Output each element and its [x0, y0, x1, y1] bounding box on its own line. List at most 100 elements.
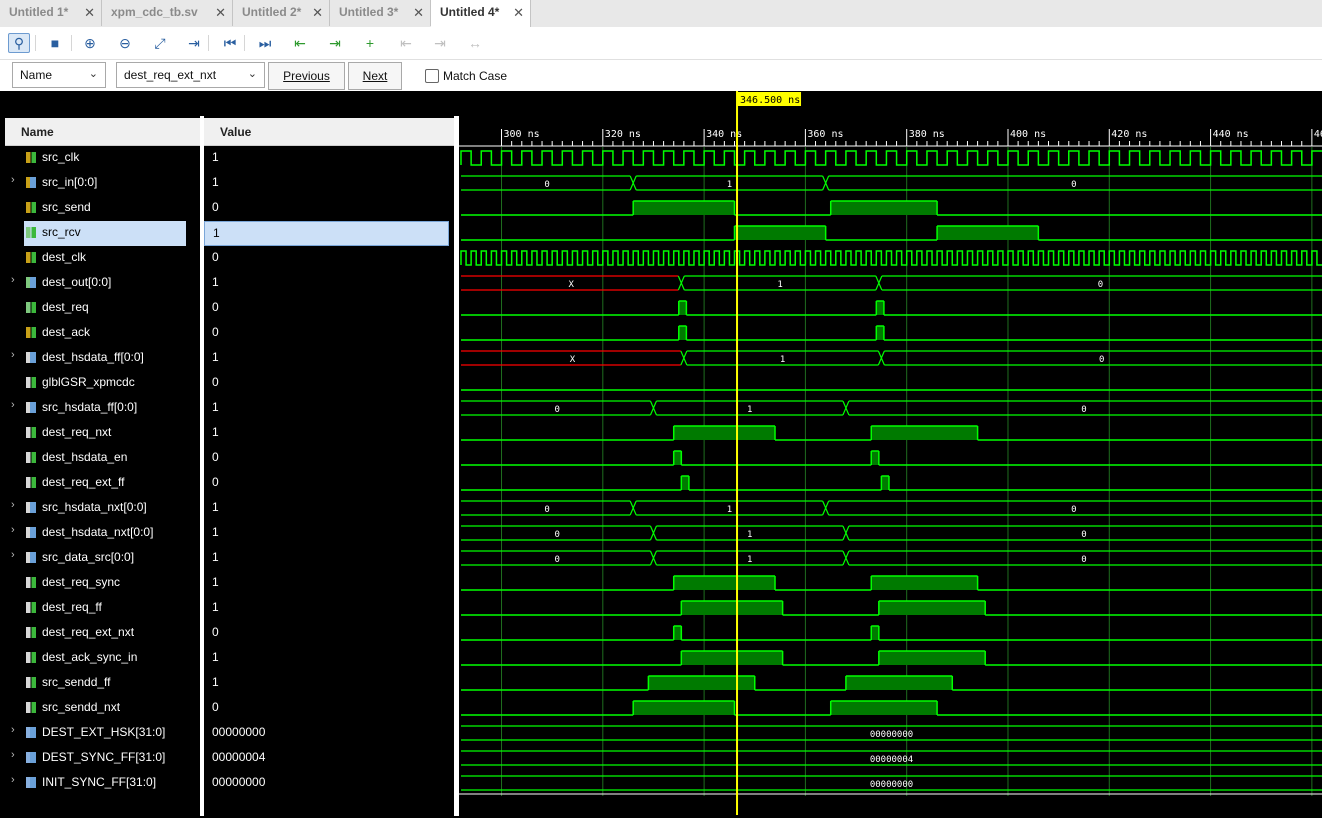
signal-value-cell[interactable]: 1: [204, 546, 454, 571]
expand-chevron-icon[interactable]: ›: [11, 499, 15, 511]
zoom-in-icon[interactable]: ⊕: [84, 35, 96, 51]
go-to-time-zero-icon[interactable]: ⏮: [223, 35, 237, 51]
waveform-panel[interactable]: 300 ns 320 ns 340 ns 360 ns 380 ns 400 ns 420 …: [459, 91, 1322, 815]
save-icon[interactable]: ■: [50, 35, 60, 51]
signal-name-row[interactable]: src_rcv: [0, 221, 200, 246]
expand-chevron-icon[interactable]: ›: [11, 274, 15, 286]
signal-name-row[interactable]: › DEST_EXT_HSK[31:0]: [0, 721, 200, 746]
close-icon[interactable]: ✕: [84, 5, 95, 20]
signal-value-cell[interactable]: 1: [204, 271, 454, 296]
signal-value-cell[interactable]: 1: [204, 346, 454, 371]
expand-chevron-icon[interactable]: ›: [11, 349, 15, 361]
signal-value-cell[interactable]: 0: [204, 196, 454, 221]
signal-name-row[interactable]: dest_req_nxt: [0, 421, 200, 446]
signal-value-cell[interactable]: 00000000: [204, 771, 454, 796]
previous-button[interactable]: Previous: [268, 62, 345, 90]
expand-chevron-icon[interactable]: ›: [11, 774, 15, 786]
tab-4[interactable]: Untitled 3* ✕: [330, 0, 431, 26]
signal-name-row[interactable]: › src_hsdata_ff[0:0]: [0, 396, 200, 421]
go-to-cursor-icon[interactable]: ⇥: [188, 35, 200, 51]
signal-value-cell[interactable]: 1: [204, 671, 454, 696]
signal-value-cell[interactable]: 0: [204, 321, 454, 346]
name-column-header[interactable]: Name: [5, 118, 200, 146]
expand-chevron-icon[interactable]: ›: [11, 549, 15, 561]
signal-value-cell[interactable]: 1: [204, 221, 449, 246]
next-transition-icon[interactable]: ⇥: [329, 35, 341, 51]
signal-name-row[interactable]: dest_ack: [0, 321, 200, 346]
signal-name-row[interactable]: › src_in[0:0]: [0, 171, 200, 196]
expand-chevron-icon[interactable]: ›: [11, 174, 15, 186]
signal-name-row[interactable]: › dest_hsdata_nxt[0:0]: [0, 521, 200, 546]
signal-name-row[interactable]: src_sendd_ff: [0, 671, 200, 696]
expand-chevron-icon[interactable]: ›: [11, 524, 15, 536]
signal-name-row[interactable]: dest_req_ff: [0, 596, 200, 621]
bus-segment: [848, 550, 1322, 566]
close-icon[interactable]: ✕: [312, 5, 323, 20]
panel-splitter[interactable]: [454, 116, 459, 816]
zoom-fit-icon[interactable]: ⤢: [154, 35, 166, 51]
match-case-checkbox[interactable]: Match Case: [425, 68, 507, 83]
signal-name-row[interactable]: src_send: [0, 196, 200, 221]
signal-value-cell[interactable]: 0: [204, 371, 454, 396]
signal-name-row[interactable]: › src_data_src[0:0]: [0, 546, 200, 571]
tab-5[interactable]: Untitled 4* ✕: [431, 0, 531, 27]
signal-name-row[interactable]: dest_hsdata_en: [0, 446, 200, 471]
search-by-select[interactable]: Name ⌄: [12, 62, 106, 88]
signal-value-cell[interactable]: 1: [204, 421, 454, 446]
close-icon[interactable]: ✕: [215, 5, 226, 20]
next-button[interactable]: Next: [348, 62, 402, 90]
signal-name-row[interactable]: dest_ack_sync_in: [0, 646, 200, 671]
signal-value-cell[interactable]: 1: [204, 571, 454, 596]
signal-name-row[interactable]: src_sendd_nxt: [0, 696, 200, 721]
signal-name-row[interactable]: dest_clk: [0, 246, 200, 271]
signal-name-row[interactable]: dest_req: [0, 296, 200, 321]
signal-name-row[interactable]: › DEST_SYNC_FF[31:0]: [0, 746, 200, 771]
signal-value-cell[interactable]: 1: [204, 521, 454, 546]
previous-marker-icon[interactable]: ⇤: [400, 35, 412, 51]
tab-1[interactable]: Untitled 1* ✕: [0, 0, 102, 26]
signal-name-row[interactable]: src_clk: [0, 146, 200, 171]
waveform-canvas[interactable]: 300 ns 320 ns 340 ns 360 ns 380 ns 400 ns 420 …: [459, 91, 1322, 815]
signal-value-cell[interactable]: 1: [204, 171, 454, 196]
signal-name-row[interactable]: › INIT_SYNC_FF[31:0]: [0, 771, 200, 796]
signal-value-cell[interactable]: 0: [204, 246, 454, 271]
previous-transition-icon[interactable]: ⇤: [294, 35, 306, 51]
tab-2[interactable]: xpm_cdc_tb.sv ✕: [102, 0, 233, 26]
signal-name-row[interactable]: dest_req_ext_ff: [0, 471, 200, 496]
signal-value-cell[interactable]: 0: [204, 296, 454, 321]
signal-name-row[interactable]: dest_req_ext_nxt: [0, 621, 200, 646]
close-icon[interactable]: ✕: [413, 5, 424, 20]
column-divider[interactable]: [200, 116, 204, 816]
add-marker-icon[interactable]: +: [365, 35, 375, 51]
signal-value-cell[interactable]: 1: [204, 496, 454, 521]
next-marker-icon[interactable]: ⇥: [434, 35, 446, 51]
zoom-out-icon[interactable]: ⊖: [119, 35, 131, 51]
signal-value-cell[interactable]: 00000000: [204, 721, 454, 746]
signal-value-cell[interactable]: 00000004: [204, 746, 454, 771]
close-icon[interactable]: ✕: [513, 5, 524, 20]
signal-value-cell[interactable]: 1: [204, 396, 454, 421]
signal-value-cell[interactable]: 0: [204, 446, 454, 471]
tab-3[interactable]: Untitled 2* ✕: [233, 0, 330, 26]
signal-name-row[interactable]: › dest_hsdata_ff[0:0]: [0, 346, 200, 371]
expand-chevron-icon[interactable]: ›: [11, 399, 15, 411]
signal-name-row[interactable]: glblGSR_xpmcdc: [0, 371, 200, 396]
signal-name-row[interactable]: › src_hsdata_nxt[0:0]: [0, 496, 200, 521]
expand-chevron-icon[interactable]: ›: [11, 749, 15, 761]
signal-value-cell[interactable]: 1: [204, 146, 454, 171]
search-icon[interactable]: ⚲: [8, 33, 30, 53]
signal-value-cell[interactable]: 0: [204, 696, 454, 721]
expand-chevron-icon[interactable]: ›: [11, 724, 15, 736]
signal-name-row[interactable]: › dest_out[0:0]: [0, 271, 200, 296]
swap-cursors-icon[interactable]: ↔: [468, 35, 482, 51]
signal-value-cell[interactable]: 0: [204, 621, 454, 646]
signal-value-cell[interactable]: 1: [204, 646, 454, 671]
go-to-last-time-icon[interactable]: ⏭: [258, 35, 272, 51]
signal-name-row[interactable]: dest_req_sync: [0, 571, 200, 596]
signal-value-cell[interactable]: 0: [204, 471, 454, 496]
signal-value-cell[interactable]: 1: [204, 596, 454, 621]
bus-transition: [649, 525, 658, 541]
signal-search-combo[interactable]: dest_req_ext_nxt ⌄: [116, 62, 265, 88]
signal-name: src_rcv: [24, 221, 186, 246]
value-column-header[interactable]: Value: [204, 118, 454, 146]
